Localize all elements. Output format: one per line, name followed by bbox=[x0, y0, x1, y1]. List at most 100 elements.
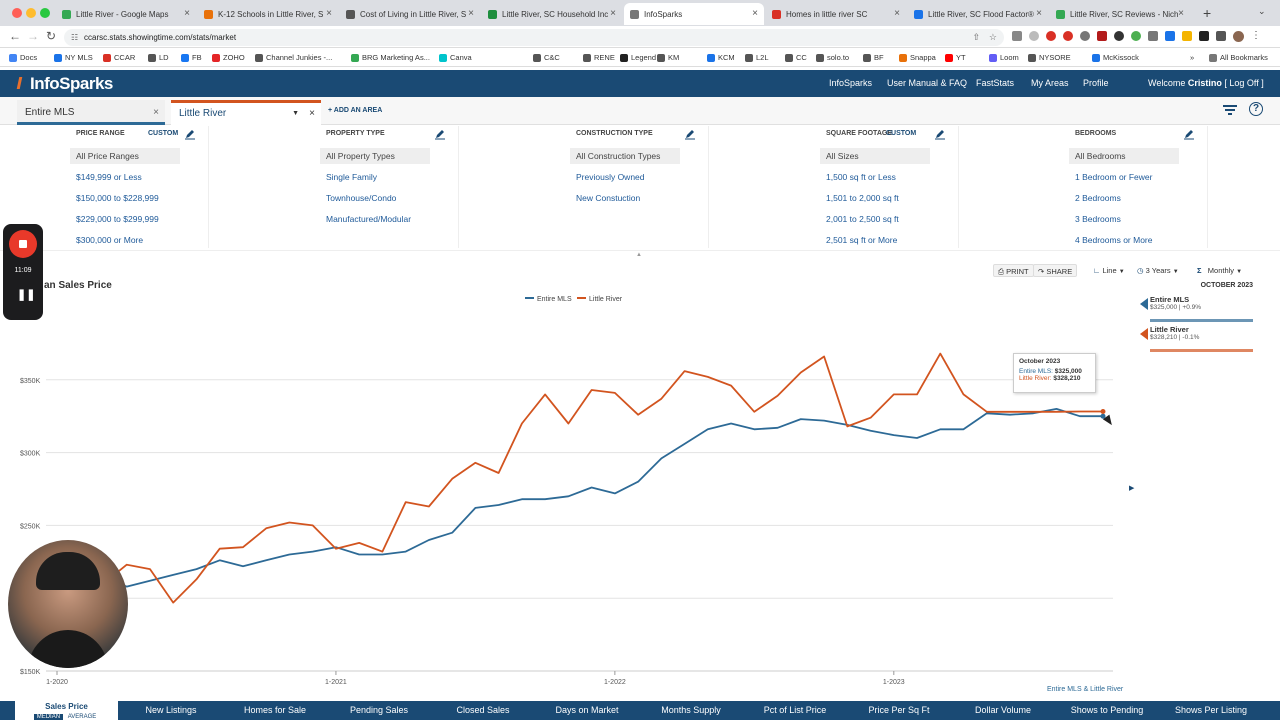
bookmark-item[interactable]: C&C bbox=[533, 53, 560, 62]
extension-icon[interactable] bbox=[1182, 31, 1192, 41]
filter-option[interactable]: 1,501 to 2,000 sq ft bbox=[826, 193, 899, 203]
tab-search-icon[interactable]: ⌄ bbox=[1258, 6, 1266, 16]
reload-icon[interactable]: ↻ bbox=[46, 29, 57, 43]
filter-option[interactable]: All Price Ranges bbox=[70, 148, 180, 164]
browser-tab[interactable]: Little River - Google Maps × bbox=[56, 3, 196, 25]
browser-tab[interactable]: Homes in little river SC × bbox=[766, 3, 906, 25]
filter-option[interactable]: 4 Bedrooms or More bbox=[1075, 235, 1153, 245]
bookmark-item[interactable]: Snappa bbox=[899, 53, 936, 62]
browser-tab[interactable]: K-12 Schools in Little River, S × bbox=[198, 3, 338, 25]
custom-filter-button[interactable]: CUSTOM bbox=[148, 130, 179, 137]
pause-recording-button[interactable]: ❚❚ bbox=[17, 288, 35, 301]
tab-shows-to-pending[interactable]: Shows to Pending bbox=[1070, 705, 1144, 715]
series-end-point[interactable] bbox=[1100, 409, 1106, 415]
tab-pending-sales[interactable]: Pending Sales bbox=[349, 705, 409, 715]
tab-shows-per-listing[interactable]: Shows Per Listing bbox=[1174, 705, 1248, 715]
tab-pct-of-list-price[interactable]: Pct of List Price bbox=[763, 705, 827, 715]
filter-option[interactable]: All Property Types bbox=[320, 148, 430, 164]
filter-option[interactable]: All Sizes bbox=[820, 148, 930, 164]
bookmark-item[interactable]: NY MLS bbox=[54, 53, 93, 62]
bookmark-item[interactable]: CCAR bbox=[103, 53, 135, 62]
chevron-down-icon[interactable]: ▼ bbox=[292, 110, 299, 117]
browser-tab[interactable]: InfoSparks × bbox=[624, 3, 764, 25]
interval-select[interactable]: Σ Monthly ▼ bbox=[1197, 264, 1242, 277]
bookmark-item[interactable]: BF bbox=[863, 53, 884, 62]
filter-option[interactable]: Townhouse/Condo bbox=[326, 193, 397, 203]
close-icon[interactable]: × bbox=[309, 108, 315, 119]
average-toggle[interactable]: AVERAGE bbox=[67, 714, 97, 720]
expand-panel-icon[interactable]: ▶ bbox=[1129, 485, 1135, 492]
series-end-point[interactable] bbox=[1100, 413, 1106, 419]
browser-tab[interactable]: Cost of Living in Little River, S × bbox=[340, 3, 480, 25]
bookmark-item[interactable]: FB bbox=[181, 53, 202, 62]
extension-icon[interactable] bbox=[1148, 31, 1158, 41]
bookmark-item[interactable]: ZOHO bbox=[212, 53, 245, 62]
help-icon[interactable]: ? bbox=[1249, 102, 1263, 116]
minimize-window-button[interactable] bbox=[26, 8, 36, 18]
filter-option[interactable]: All Construction Types bbox=[570, 148, 680, 164]
bookmark-item[interactable]: BRG Marketing As... bbox=[351, 53, 430, 62]
area-tab-little-river[interactable]: Little River ▼ × bbox=[171, 100, 321, 125]
bookmark-item[interactable]: L2L bbox=[745, 53, 769, 62]
filter-option[interactable]: All Bedrooms bbox=[1069, 148, 1179, 164]
filter-option[interactable]: $229,000 to $299,999 bbox=[76, 214, 159, 224]
extension-icon[interactable] bbox=[1165, 31, 1175, 41]
close-tab-icon[interactable]: × bbox=[468, 8, 474, 19]
nav-infosparks[interactable]: InfoSparks bbox=[829, 78, 873, 88]
filter-option[interactable]: 2 Bedrooms bbox=[1075, 193, 1121, 203]
bookmark-item[interactable]: Legend bbox=[620, 53, 656, 62]
bookmark-item[interactable]: solo.to bbox=[816, 53, 849, 62]
browser-tab[interactable]: Little River, SC Flood Factor® × bbox=[908, 3, 1048, 25]
browser-tab[interactable]: Little River, SC Reviews - Nich × bbox=[1050, 3, 1190, 25]
logoff-link[interactable]: [ Log Off ] bbox=[1224, 78, 1264, 88]
tab-price-per-sq-ft[interactable]: Price Per Sq Ft bbox=[868, 705, 930, 715]
maximize-window-button[interactable] bbox=[40, 8, 50, 18]
close-tab-icon[interactable]: × bbox=[894, 8, 900, 19]
filter-option[interactable]: 2,501 sq ft or More bbox=[826, 235, 898, 245]
nav-profile[interactable]: Profile bbox=[1083, 78, 1109, 88]
bookmark-item[interactable]: LD bbox=[148, 53, 169, 62]
close-tab-icon[interactable]: × bbox=[184, 8, 190, 19]
custom-filter-button[interactable]: CUSTOM bbox=[886, 130, 917, 137]
range-select[interactable]: ◷ 3 Years ▼ bbox=[1137, 264, 1179, 277]
side-panel-item[interactable]: Entire MLS $325,000 | +0.9% bbox=[1140, 295, 1265, 325]
tab-homes-for-sale[interactable]: Homes for Sale bbox=[243, 705, 307, 715]
extension-icon[interactable] bbox=[1097, 31, 1107, 41]
profile-avatar[interactable] bbox=[1233, 31, 1244, 42]
extension-icon[interactable] bbox=[1063, 31, 1073, 41]
filter-settings-icon[interactable] bbox=[1222, 104, 1238, 116]
close-tab-icon[interactable]: × bbox=[752, 8, 758, 19]
tab-days-on-market[interactable]: Days on Market bbox=[555, 705, 619, 715]
bookmark-item[interactable]: NYSORE bbox=[1028, 53, 1071, 62]
close-tab-icon[interactable]: × bbox=[326, 8, 332, 19]
all-bookmarks-button[interactable]: All Bookmarks bbox=[1209, 53, 1268, 62]
bookmarks-overflow-icon[interactable]: » bbox=[1190, 53, 1195, 62]
tab-new-listings[interactable]: New Listings bbox=[145, 705, 197, 715]
filter-option[interactable]: Single Family bbox=[326, 172, 378, 182]
filter-option[interactable]: 1 Bedroom or Fewer bbox=[1075, 172, 1153, 182]
tab-sales-price[interactable]: Sales Price MEDIAN AVERAGE bbox=[15, 701, 118, 720]
site-info-icon[interactable]: ☷ bbox=[71, 33, 79, 42]
edit-filter-icon[interactable] bbox=[684, 128, 696, 140]
extension-icon[interactable] bbox=[1029, 31, 1039, 41]
filter-option[interactable]: $300,000 or More bbox=[76, 235, 144, 245]
close-tab-icon[interactable]: × bbox=[1036, 8, 1042, 19]
edit-filter-icon[interactable] bbox=[184, 128, 196, 140]
nav-user-manual[interactable]: User Manual & FAQ bbox=[887, 78, 968, 88]
tab-closed-sales[interactable]: Closed Sales bbox=[456, 705, 510, 715]
legend-entry[interactable]: Little River bbox=[589, 296, 623, 303]
line-chart[interactable]: $150K$200K$250K$300K$350K1-20201-20211-2… bbox=[0, 290, 1140, 690]
filter-option[interactable]: 1,500 sq ft or Less bbox=[826, 172, 896, 182]
back-icon[interactable]: ← bbox=[9, 29, 21, 43]
sidebar-icon[interactable] bbox=[1216, 31, 1226, 41]
bookmark-item[interactable]: YT bbox=[945, 53, 966, 62]
filter-option[interactable]: New Constuction bbox=[576, 193, 641, 203]
bookmark-item[interactable]: McKissock bbox=[1092, 53, 1139, 62]
stop-recording-button[interactable] bbox=[9, 230, 37, 258]
filter-option[interactable]: 2,001 to 2,500 sq ft bbox=[826, 214, 899, 224]
share-button[interactable]: ↷ SHARE bbox=[1033, 264, 1078, 277]
nav-my-areas[interactable]: My Areas bbox=[1031, 78, 1069, 88]
bookmark-item[interactable]: KM bbox=[657, 53, 679, 62]
filter-option[interactable]: $150,000 to $228,999 bbox=[76, 193, 159, 203]
new-tab-button[interactable]: + bbox=[1203, 5, 1212, 21]
